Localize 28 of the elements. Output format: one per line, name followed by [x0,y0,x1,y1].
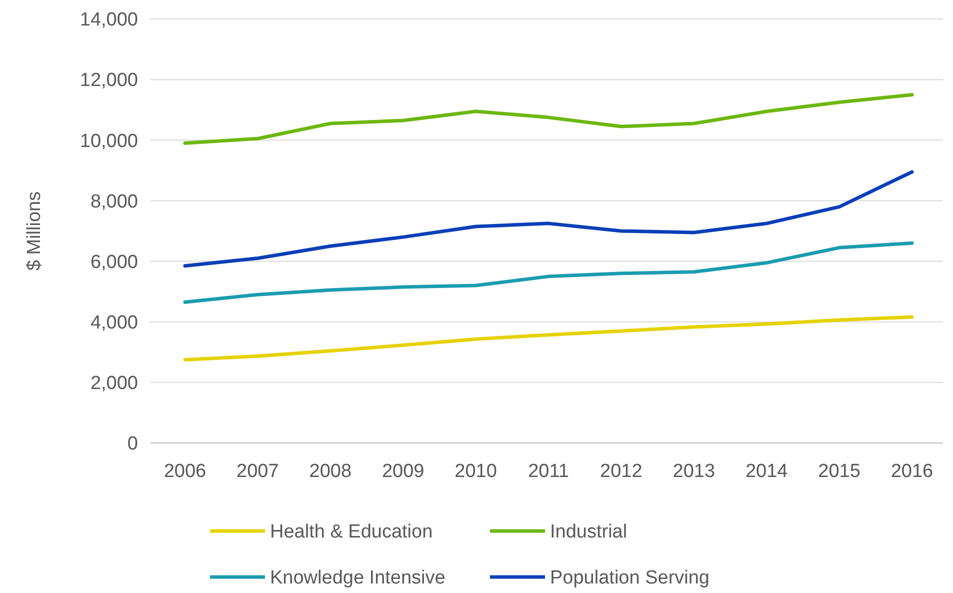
x-tick-label: 2008 [309,461,352,482]
line-series [183,170,914,268]
x-tick-label: 2014 [745,461,788,482]
line-series [183,241,914,304]
y-tick-label: 14,000 [80,10,138,31]
y-tick-label: 2,000 [90,373,138,394]
x-tick-label: 2009 [382,461,424,482]
x-tick-label: 2007 [236,461,279,482]
y-tick-label: 0 [127,434,138,455]
line-series [183,315,914,362]
y-tick-label: 8,000 [90,191,138,212]
x-tick-label: 2011 [528,461,569,482]
x-tick-label: 2006 [164,461,206,482]
x-tick-label: 2015 [818,461,860,482]
y-tick-label: 4,000 [90,312,138,334]
line-series [183,92,914,145]
x-tick-label: 2012 [600,461,642,482]
legend-label: Health & Education [270,522,433,543]
x-tick-label: 2013 [672,461,716,482]
legend-label: Population Serving [550,568,710,589]
legend-label: Industrial [550,522,628,543]
x-tick-label: 2016 [890,461,934,482]
legend-label: Knowledge Intensive [270,568,446,589]
x-tick-label: 2010 [454,461,497,482]
y-tick-label: 10,000 [80,130,138,152]
y-axis-title: $ Millions [24,191,45,271]
y-tick-label: 12,000 [80,70,138,92]
y-tick-label: 6,000 [90,252,138,273]
